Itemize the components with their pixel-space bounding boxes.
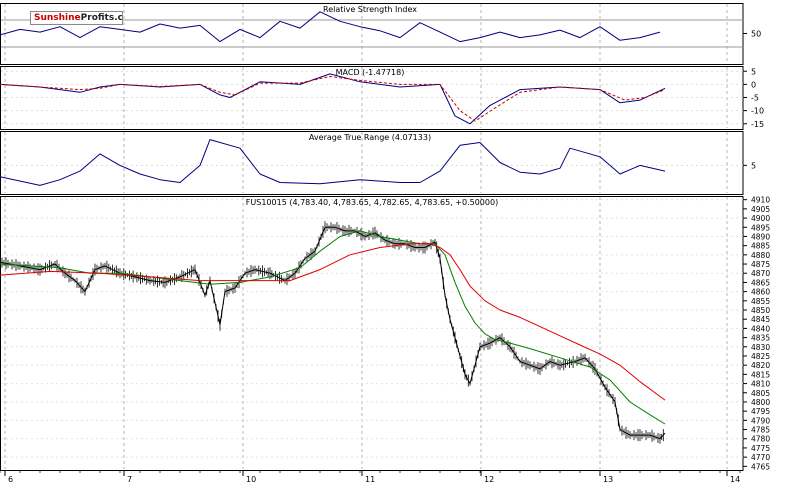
y-tick-label: 4830: [751, 343, 770, 352]
y-tick-label: 4885: [751, 242, 770, 251]
x-tick-label: 7: [127, 475, 132, 484]
y-tick-label: 4855: [751, 297, 770, 306]
y-tick-label: 4910: [751, 196, 770, 205]
y-tick-label: 4825: [751, 352, 770, 361]
panel-title: FUS10015 (4,783.40, 4,783.65, 4,782.65, …: [246, 198, 498, 207]
y-tick-label: 4780: [751, 435, 770, 444]
y-tick-label: 0: [751, 80, 756, 89]
panel-title: Average True Range (4.07133): [309, 133, 431, 142]
y-tick-label: 4835: [751, 334, 770, 343]
y-tick-label: -15: [751, 120, 764, 129]
y-tick-label: 4805: [751, 389, 770, 398]
x-tick-label: 14: [730, 475, 740, 484]
y-tick-label: 4860: [751, 288, 770, 297]
y-tick-label: 4765: [751, 462, 770, 471]
y-tick-label: 4785: [751, 426, 770, 435]
y-tick-label: 4770: [751, 453, 770, 462]
panel-title: Relative Strength Index: [323, 5, 417, 14]
y-tick-label: 5: [751, 161, 756, 170]
x-tick-label: 11: [365, 475, 375, 484]
y-tick-label: 4890: [751, 232, 770, 241]
slow-moving-average-line: [0, 243, 666, 401]
x-tick-label: 6: [8, 475, 13, 484]
atr-line: [0, 139, 666, 186]
x-tick-label: 12: [484, 475, 494, 484]
x-tick-label: 10: [246, 475, 256, 484]
y-tick-label: 4870: [751, 269, 770, 278]
y-tick-label: 4895: [751, 223, 770, 232]
brand-logo-part2: Profits.com: [80, 13, 123, 23]
x-tick-label: 13: [603, 475, 613, 484]
y-tick-label: 4810: [751, 380, 770, 389]
y-tick-label: 4795: [751, 407, 770, 416]
y-tick-label: 50: [751, 30, 761, 39]
y-tick-label: 4865: [751, 278, 770, 287]
y-tick-label: 4900: [751, 214, 770, 223]
macd-signal-line: [0, 76, 666, 122]
y-tick-label: 4840: [751, 324, 770, 333]
y-tick-label: 4880: [751, 251, 770, 260]
panel-frame: [0, 196, 744, 471]
rsi-line: [0, 11, 661, 43]
brand-logo-part1: Sunshine: [34, 13, 81, 23]
y-tick-label: 5: [751, 67, 756, 76]
y-tick-label: -5: [751, 94, 759, 103]
y-tick-label: 4775: [751, 444, 770, 453]
y-tick-label: 4815: [751, 370, 770, 379]
y-tick-label: 4850: [751, 306, 770, 315]
panel-title: MACD (-1.47718): [336, 68, 405, 77]
y-tick-label: 4800: [751, 398, 770, 407]
y-tick-label: 4790: [751, 416, 770, 425]
y-tick-label: 4875: [751, 260, 770, 269]
y-tick-label: 4845: [751, 315, 770, 324]
brand-logo[interactable]: SunshineProfits.com: [30, 11, 123, 25]
y-tick-label: 4820: [751, 361, 770, 370]
y-tick-label: -10: [751, 107, 764, 116]
y-tick-label: 4905: [751, 205, 770, 214]
